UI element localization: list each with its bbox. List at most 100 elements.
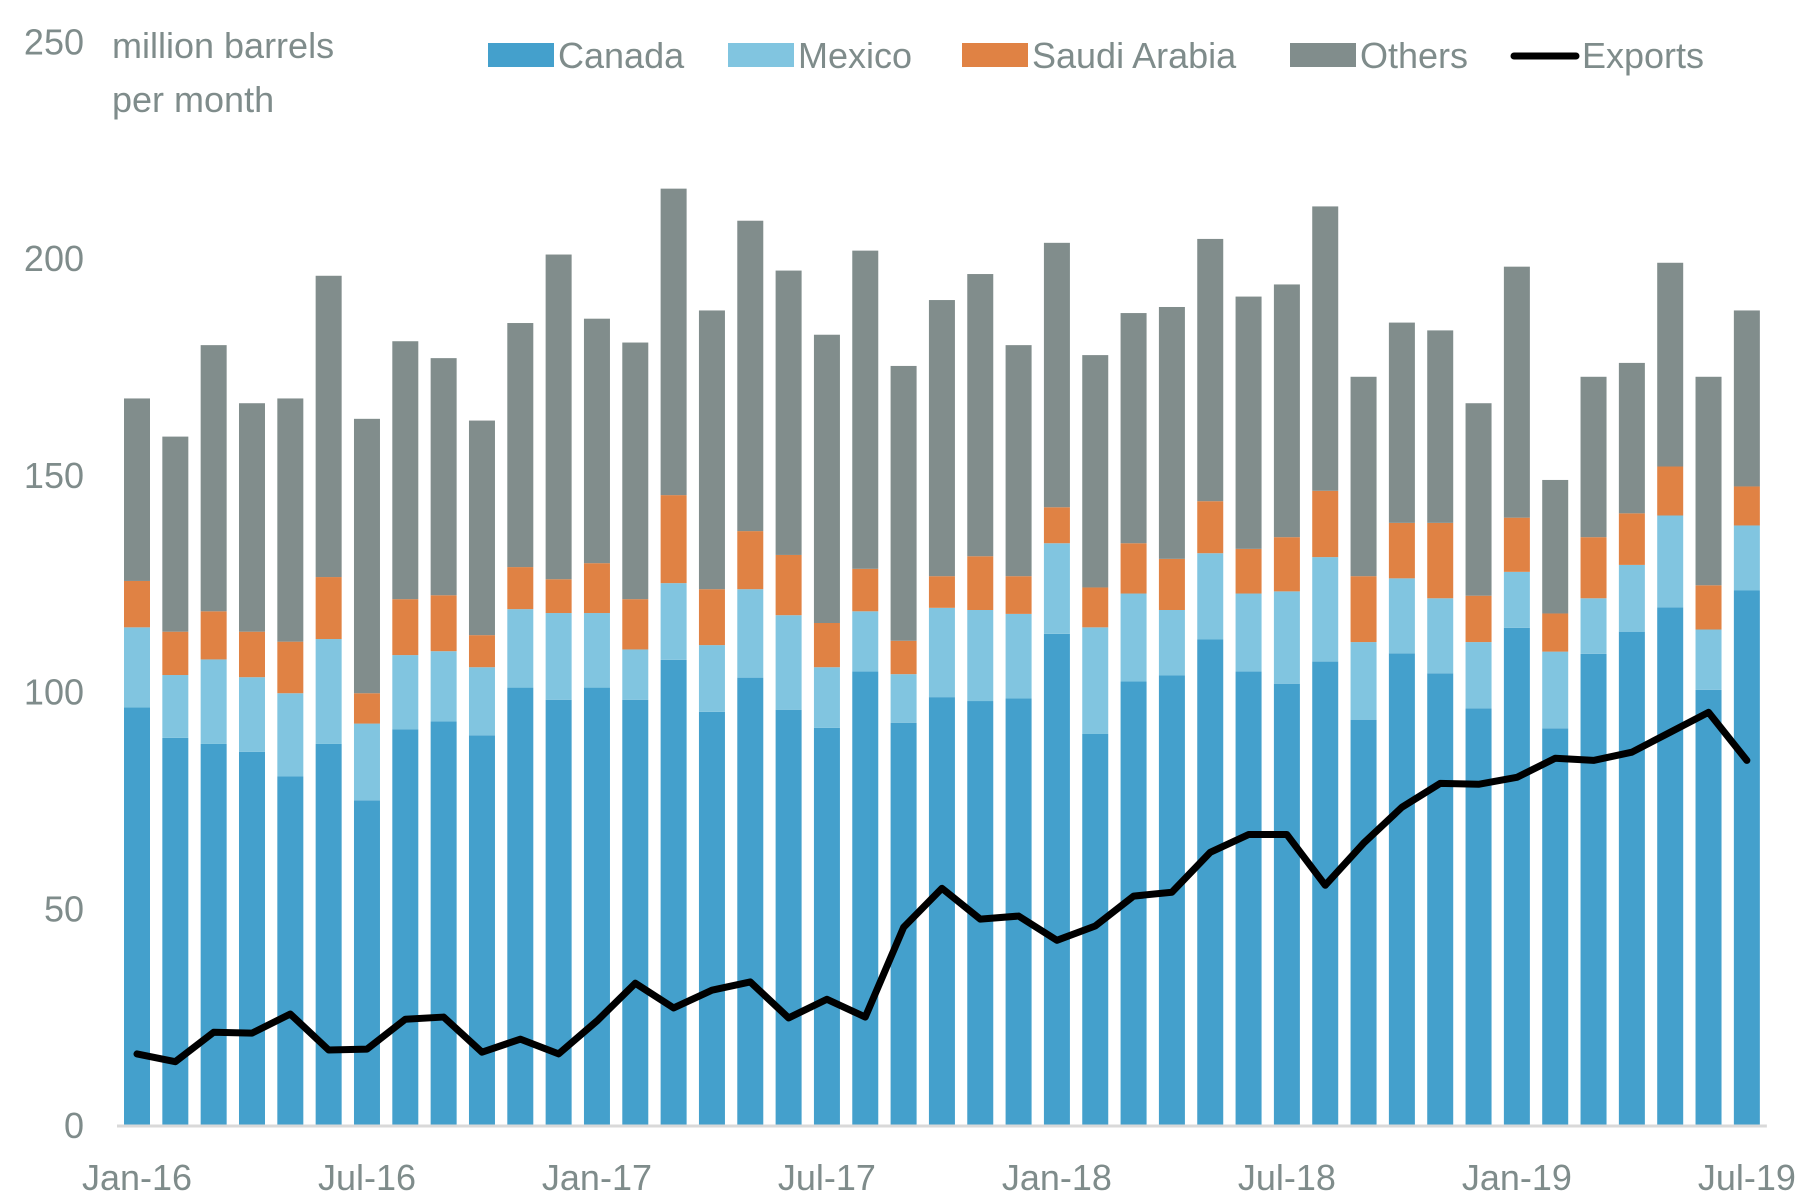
bar-stack-apr-18	[1158, 306, 1185, 1125]
bar-segment-mexico	[1427, 598, 1454, 674]
bar-segment-mexico	[1503, 571, 1530, 628]
bar-segment-mexico	[813, 667, 840, 728]
bar-segment-saudi-arabia	[737, 531, 764, 590]
bar-segment-mexico	[1580, 598, 1607, 654]
legend-label-others: Others	[1360, 35, 1468, 76]
bar-segment-canada	[200, 743, 227, 1125]
bar-segment-others	[1580, 376, 1607, 538]
bar-segment-others	[1733, 310, 1760, 487]
bar-segment-canada	[353, 800, 380, 1125]
legend-swatch-canada	[488, 43, 554, 67]
legend-item-exports: Exports	[1510, 35, 1704, 76]
line-point-exports	[174, 1061, 176, 1063]
bar-segment-others	[737, 220, 764, 532]
line-point-exports	[1746, 759, 1748, 761]
bar-segment-others	[468, 420, 495, 636]
bar-segment-saudi-arabia	[238, 631, 265, 678]
x-tick-label-jan-17: Jan-17	[542, 1157, 652, 1198]
legend-item-mexico: Mexico	[728, 35, 912, 76]
bar-segment-saudi-arabia	[928, 576, 955, 608]
bar-stack-jun-17	[775, 270, 802, 1125]
x-tick-label-jan-19: Jan-19	[1462, 1157, 1572, 1198]
bar-stack-nov-16	[507, 323, 534, 1125]
bar-segment-canada	[1580, 653, 1607, 1125]
bar-stack-dec-18	[1465, 403, 1492, 1125]
bar-segment-saudi-arabia	[1005, 576, 1032, 614]
line-point-exports	[1554, 757, 1556, 759]
bar-segment-mexico	[277, 693, 304, 777]
bar-segment-saudi-arabia	[507, 567, 534, 610]
legend-label-exports: Exports	[1582, 35, 1704, 76]
bar-stack-nov-17	[967, 274, 994, 1125]
legend-item-saudi-arabia: Saudi Arabia	[962, 35, 1237, 76]
line-point-exports	[1133, 895, 1135, 897]
legend-label-mexico: Mexico	[798, 35, 912, 76]
bar-segment-others	[660, 188, 687, 496]
bar-segment-others	[315, 275, 342, 578]
x-tick-label-jul-16: Jul-16	[318, 1157, 416, 1198]
line-point-exports	[979, 918, 981, 920]
bar-segment-canada	[315, 743, 342, 1125]
line-point-exports	[1056, 939, 1058, 941]
bar-segment-others	[1273, 284, 1300, 538]
bar-segment-saudi-arabia	[468, 635, 495, 668]
line-point-exports	[826, 998, 828, 1000]
bar-segment-canada	[1043, 633, 1070, 1125]
bar-segment-mexico	[1695, 629, 1722, 690]
bar-stack-jul-18	[1273, 284, 1300, 1125]
bar-segment-others	[813, 334, 840, 624]
bar-segment-others	[1618, 362, 1645, 514]
bar-stack-apr-17	[698, 310, 725, 1125]
bar-segment-saudi-arabia	[1235, 548, 1262, 594]
bar-segment-others	[1503, 266, 1530, 518]
y-axis: 0 50 100 150 200 250	[24, 21, 84, 1146]
bar-stack-feb-17	[622, 342, 649, 1125]
bar-segment-canada	[277, 776, 304, 1125]
bar-segment-others	[1427, 330, 1454, 523]
line-point-exports	[749, 981, 751, 983]
line-point-exports	[1248, 834, 1250, 836]
bar-stack-may-19	[1657, 262, 1684, 1125]
bar-segment-canada	[660, 659, 687, 1125]
line-point-exports	[1669, 731, 1671, 733]
bar-segment-canada	[622, 699, 649, 1125]
bar-segment-saudi-arabia	[1427, 522, 1454, 599]
bar-segment-mexico	[1235, 593, 1262, 672]
y-tick-label-50: 50	[44, 888, 84, 929]
bar-segment-saudi-arabia	[622, 599, 649, 650]
y-unit-label-line1: million barrels	[112, 25, 334, 66]
line-point-exports	[1439, 782, 1441, 784]
line-point-exports	[404, 1018, 406, 1020]
legend-item-canada: Canada	[488, 35, 685, 76]
legend: Canada Mexico Saudi Arabia Others Exports	[488, 35, 1704, 76]
bar-stack-jun-19	[1695, 376, 1722, 1125]
bar-segment-saudi-arabia	[315, 577, 342, 640]
bar-segment-mexico	[315, 639, 342, 744]
bar-stack-may-16	[277, 398, 304, 1125]
bar-segment-mexico	[1005, 613, 1032, 699]
bar-segment-mexico	[698, 645, 725, 712]
x-tick-label-jul-19: Jul-19	[1698, 1157, 1796, 1198]
bar-segment-saudi-arabia	[1695, 585, 1722, 630]
line-point-exports	[328, 1049, 330, 1051]
bar-segment-mexico	[928, 607, 955, 698]
bar-segment-canada	[162, 737, 189, 1125]
bar-stack-apr-16	[238, 403, 265, 1125]
line-point-exports	[788, 1017, 790, 1019]
bar-segment-others	[1082, 355, 1109, 588]
bar-stack-feb-19	[1542, 479, 1569, 1125]
bar-segment-mexico	[775, 615, 802, 710]
bar-segment-canada	[430, 721, 457, 1125]
bar-segment-others	[1043, 242, 1070, 508]
bar-segment-others	[698, 310, 725, 590]
bar-segment-canada	[507, 687, 534, 1125]
bar-segment-others	[622, 342, 649, 600]
x-tick-label-jul-18: Jul-18	[1238, 1157, 1336, 1198]
bar-segment-others	[238, 403, 265, 632]
bar-segment-others	[1312, 206, 1339, 491]
bar-segment-saudi-arabia	[124, 580, 150, 628]
line-point-exports	[443, 1016, 445, 1018]
bar-segment-mexico	[430, 651, 457, 722]
bar-stack-jun-16	[315, 275, 342, 1125]
bar-segment-others	[124, 398, 150, 581]
